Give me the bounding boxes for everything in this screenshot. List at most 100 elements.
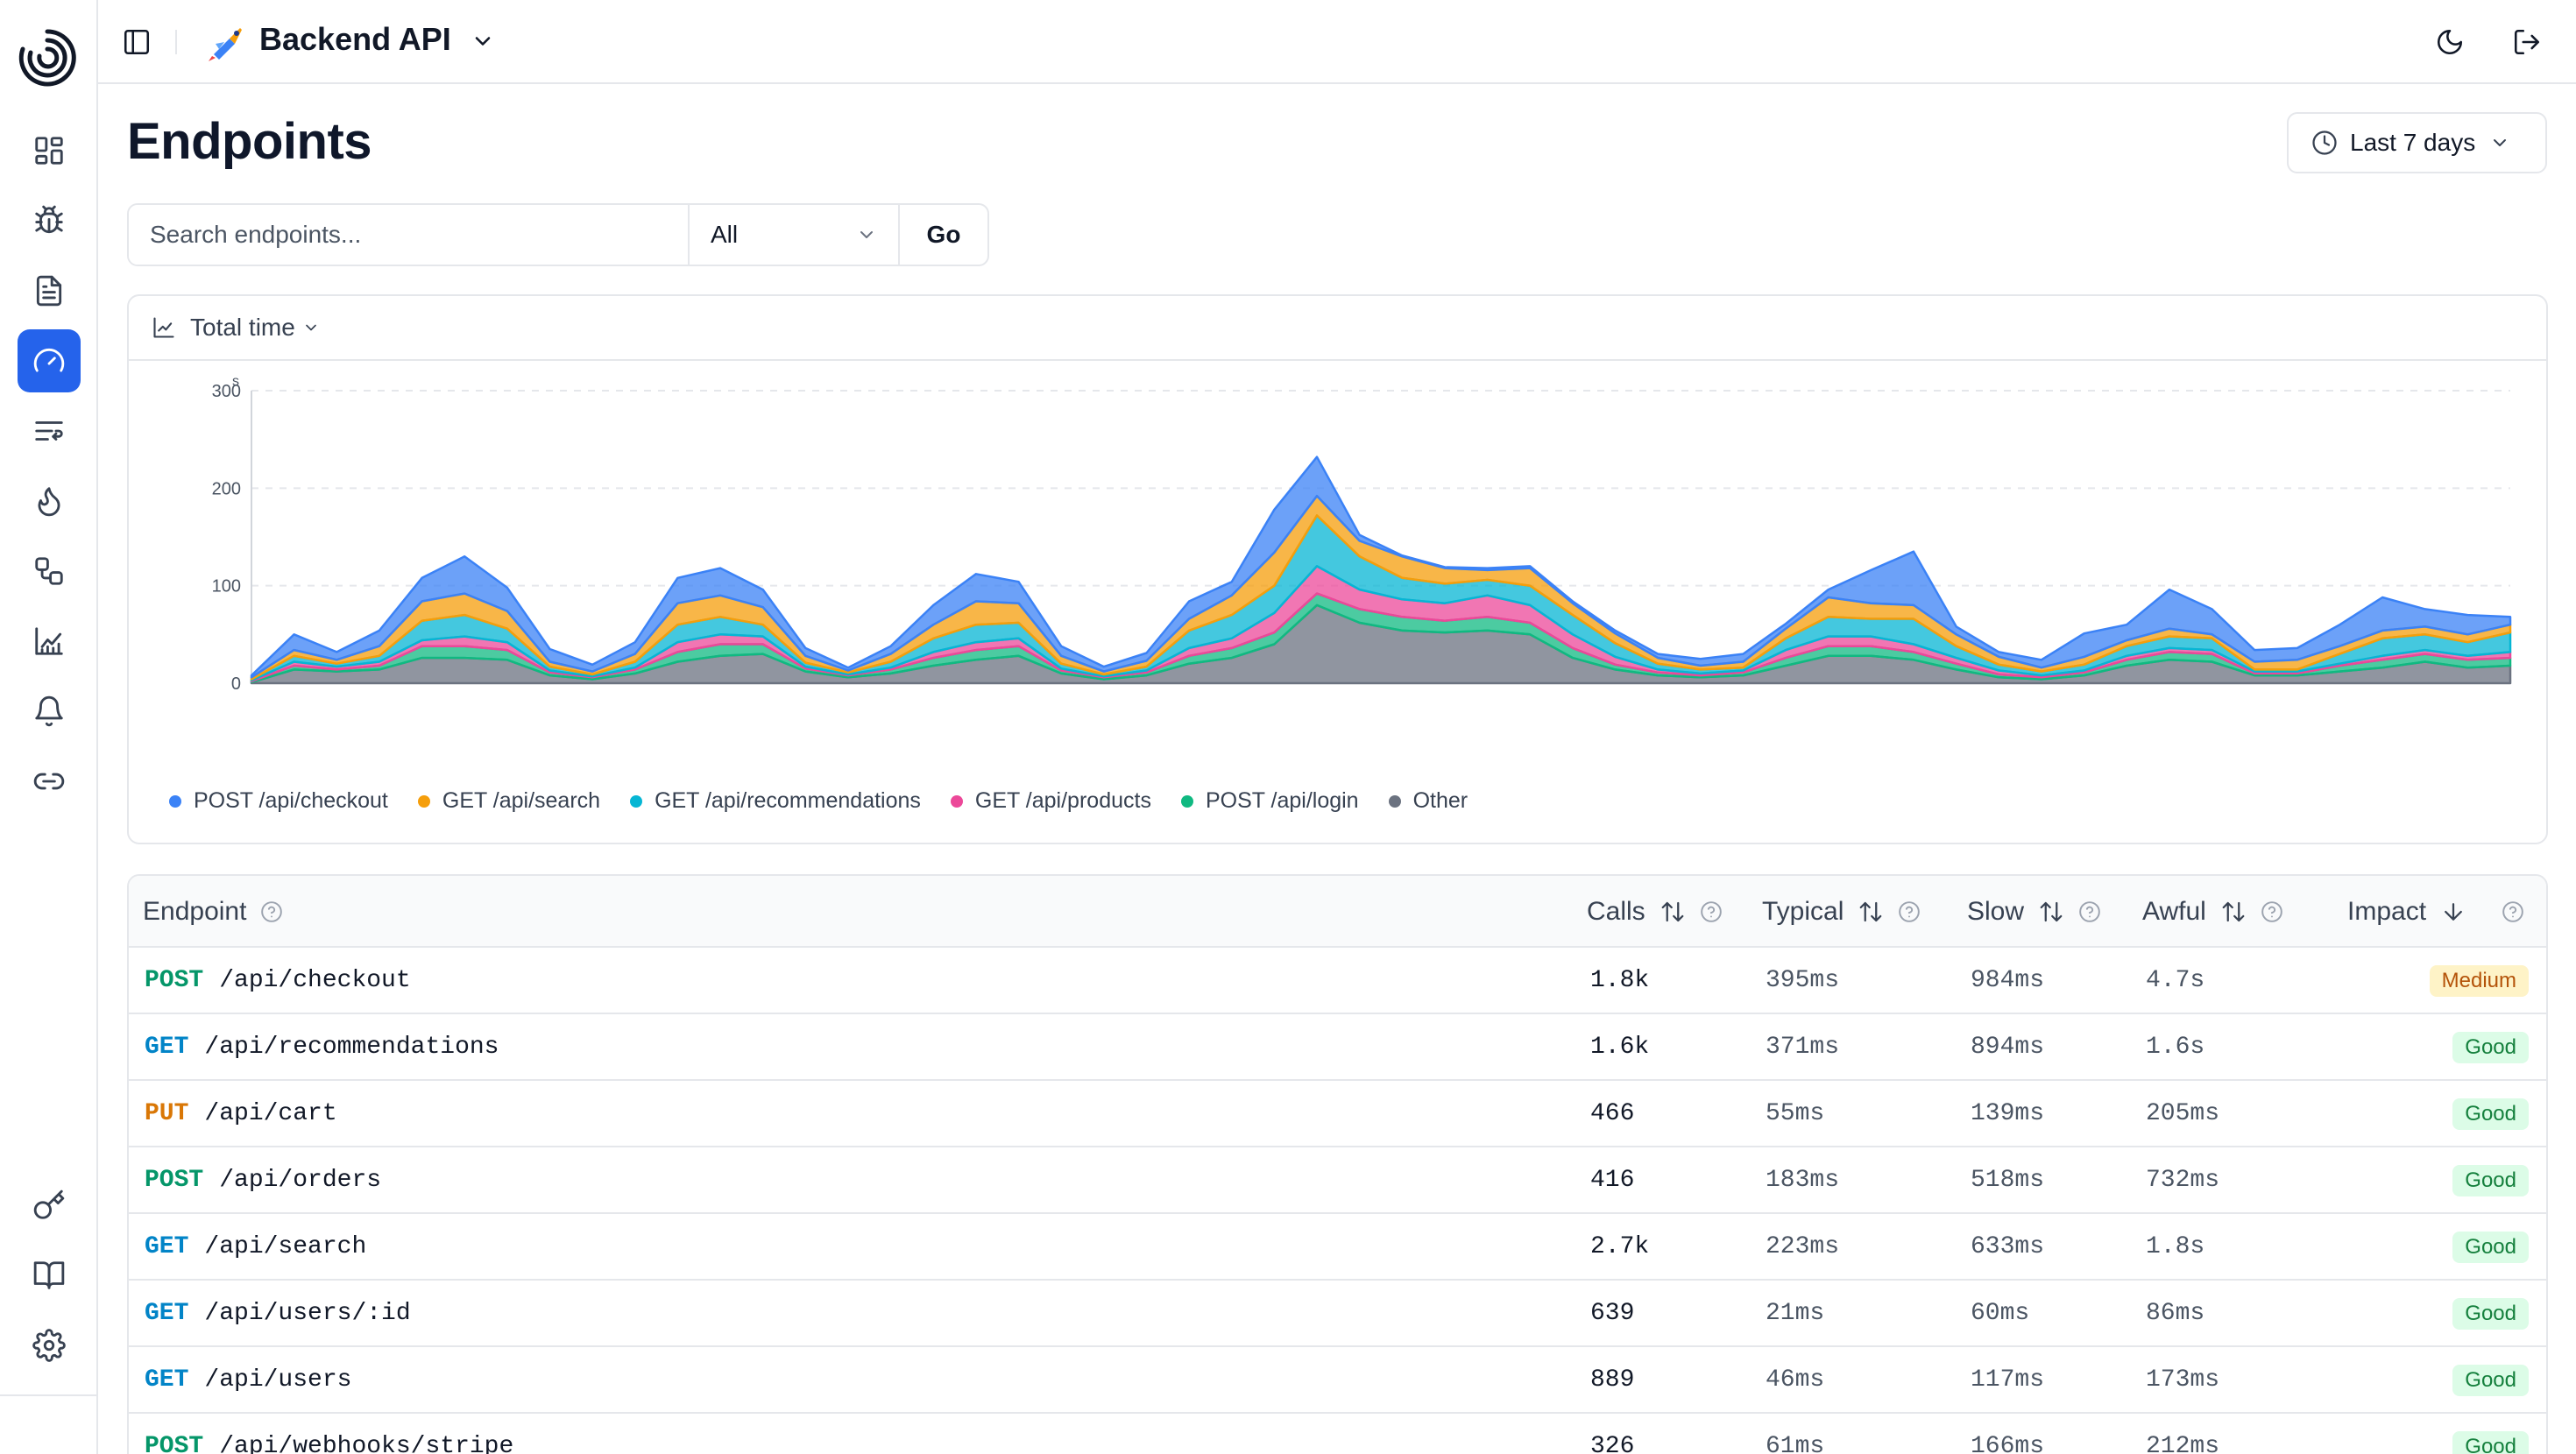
impact-badge: Good: [2452, 1431, 2529, 1454]
help-circle-icon[interactable]: [2502, 900, 2524, 923]
nav-api-keys[interactable]: [18, 1174, 81, 1237]
endpoint-cell[interactable]: POST/api/checkout: [145, 948, 411, 1013]
sort-icon[interactable]: [1660, 899, 1686, 925]
awful-cell: 1.6s: [2146, 1033, 2205, 1061]
sort-icon[interactable]: [1858, 899, 1884, 925]
arrow-down-icon[interactable]: [2440, 899, 2466, 925]
area-series-post-api-checkout[interactable]: [250, 455, 2512, 679]
chevron-down-icon: [475, 37, 491, 46]
legend-item[interactable]: GET /api/products: [950, 788, 1151, 814]
legend-item[interactable]: Other: [1388, 788, 1468, 814]
col-calls[interactable]: Calls: [1587, 876, 1723, 948]
endpoint-cell[interactable]: PUT/api/cart: [145, 1081, 337, 1146]
table-row[interactable]: GET/api/users 889 46ms 117ms 173ms Good: [129, 1347, 2546, 1414]
help-circle-icon[interactable]: [2078, 900, 2101, 923]
http-method: POST: [145, 966, 204, 994]
sidebar-divider: [0, 1394, 98, 1396]
nav-integrations[interactable]: [18, 750, 81, 813]
col-impact[interactable]: Impact: [2347, 876, 2524, 948]
col-endpoint-label: Endpoint: [143, 897, 247, 926]
typical-cell: 46ms: [1766, 1366, 1825, 1394]
nav-alerts[interactable]: [18, 680, 81, 743]
nav-logs[interactable]: [18, 259, 81, 322]
nav-metrics[interactable]: [18, 610, 81, 673]
impact-badge: Good: [2452, 1032, 2529, 1063]
slow-cell: 117ms: [1971, 1366, 2045, 1394]
table-row[interactable]: GET/api/recommendations 1.6k 371ms 894ms 1.6…: [129, 1014, 2546, 1081]
slow-cell: 984ms: [1971, 966, 2045, 994]
http-method: GET: [145, 1232, 189, 1260]
calls-cell: 2.7k: [1590, 1232, 1650, 1260]
legend-swatch: [1388, 794, 1401, 808]
typical-cell: 21ms: [1766, 1299, 1825, 1327]
nav-docs[interactable]: [18, 1244, 81, 1307]
legend-item[interactable]: POST /api/login: [1180, 788, 1359, 814]
endpoint-cell[interactable]: GET/api/recommendations: [145, 1014, 499, 1079]
nav-traces[interactable]: [18, 399, 81, 462]
impact-badge: Medium: [2429, 965, 2529, 997]
table-row[interactable]: GET/api/search 2.7k 223ms 633ms 1.8s Good: [129, 1214, 2546, 1281]
table-row[interactable]: POST/api/checkout 1.8k 395ms 984ms 4.7s Mediu…: [129, 948, 2546, 1014]
endpoints-table: Endpoint Calls Typical Slow Awful Impact: [127, 874, 2548, 1454]
list-flow-icon: [35, 421, 63, 441]
toggle-sidebar-button[interactable]: [121, 26, 152, 58]
legend-item[interactable]: GET /api/recommendations: [630, 788, 921, 814]
help-circle-icon[interactable]: [260, 900, 283, 923]
slow-cell: 166ms: [1971, 1432, 2045, 1454]
http-method: GET: [145, 1366, 189, 1394]
file-text-icon: [36, 275, 62, 307]
http-method: PUT: [145, 1099, 189, 1127]
project-switcher[interactable]: Backend API: [259, 21, 495, 58]
endpoint-cell[interactable]: GET/api/users: [145, 1347, 351, 1412]
sidebar-panel-icon: [124, 29, 150, 55]
chart-metric-select[interactable]: Total time: [129, 296, 2546, 361]
chart-legend: POST /api/checkout GET /api/search GET /ap…: [169, 788, 1497, 814]
sort-icon[interactable]: [2038, 899, 2064, 925]
slow-cell: 894ms: [1971, 1033, 2045, 1061]
nav-dashboard[interactable]: [18, 119, 81, 182]
project-avatar[interactable]: [203, 19, 249, 65]
endpoint-cell[interactable]: GET/api/users/:id: [145, 1281, 411, 1345]
endpoint-cell[interactable]: POST/api/orders: [145, 1147, 381, 1212]
col-slow[interactable]: Slow: [1967, 876, 2101, 948]
endpoint-path: /api/checkout: [219, 966, 411, 994]
impact-badge: Good: [2452, 1232, 2529, 1263]
col-awful[interactable]: Awful: [2142, 876, 2283, 948]
legend-item[interactable]: GET /api/search: [417, 788, 600, 814]
table-row[interactable]: POST/api/webhooks/stripe 326 61ms 166ms 212m…: [129, 1414, 2546, 1454]
flame-icon: [38, 487, 60, 517]
sort-icon[interactable]: [2220, 899, 2247, 925]
method-select-value: All: [711, 221, 739, 248]
typical-cell: 55ms: [1766, 1099, 1825, 1127]
app-logo-icon[interactable]: [16, 26, 79, 89]
method-select[interactable]: All: [690, 205, 900, 265]
col-impact-label: Impact: [2347, 897, 2427, 926]
help-circle-icon[interactable]: [1898, 900, 1921, 923]
col-typical[interactable]: Typical: [1762, 876, 1921, 948]
nav-workflows[interactable]: [18, 540, 81, 603]
nav-issues[interactable]: [18, 189, 81, 252]
logout-button[interactable]: [2509, 25, 2544, 60]
theme-toggle-button[interactable]: [2432, 25, 2467, 60]
legend-item[interactable]: POST /api/checkout: [169, 788, 388, 814]
help-circle-icon[interactable]: [1700, 900, 1723, 923]
nav-performance[interactable]: [18, 329, 81, 392]
endpoint-path: /api/users/:id: [204, 1299, 411, 1327]
http-method: GET: [145, 1033, 189, 1061]
go-button[interactable]: Go: [926, 221, 961, 248]
sidebar: [0, 0, 98, 1454]
legend-swatch: [630, 794, 643, 808]
time-range-select[interactable]: Last 7 days: [2287, 112, 2547, 173]
endpoint-cell[interactable]: GET/api/search: [145, 1214, 366, 1279]
http-method: GET: [145, 1299, 189, 1327]
help-circle-icon[interactable]: [2261, 900, 2283, 923]
table-row[interactable]: PUT/api/cart 466 55ms 139ms 205ms Good: [129, 1081, 2546, 1147]
filter-bar: All Go: [127, 203, 989, 266]
moon-icon: [2437, 29, 2463, 55]
table-row[interactable]: POST/api/orders 416 183ms 518ms 732ms Good: [129, 1147, 2546, 1214]
nav-profiling[interactable]: [18, 469, 81, 533]
table-row[interactable]: GET/api/users/:id 639 21ms 60ms 86ms Good: [129, 1281, 2546, 1347]
endpoint-cell[interactable]: POST/api/webhooks/stripe: [145, 1414, 513, 1454]
nav-settings[interactable]: [18, 1314, 81, 1377]
search-input[interactable]: [129, 205, 690, 265]
